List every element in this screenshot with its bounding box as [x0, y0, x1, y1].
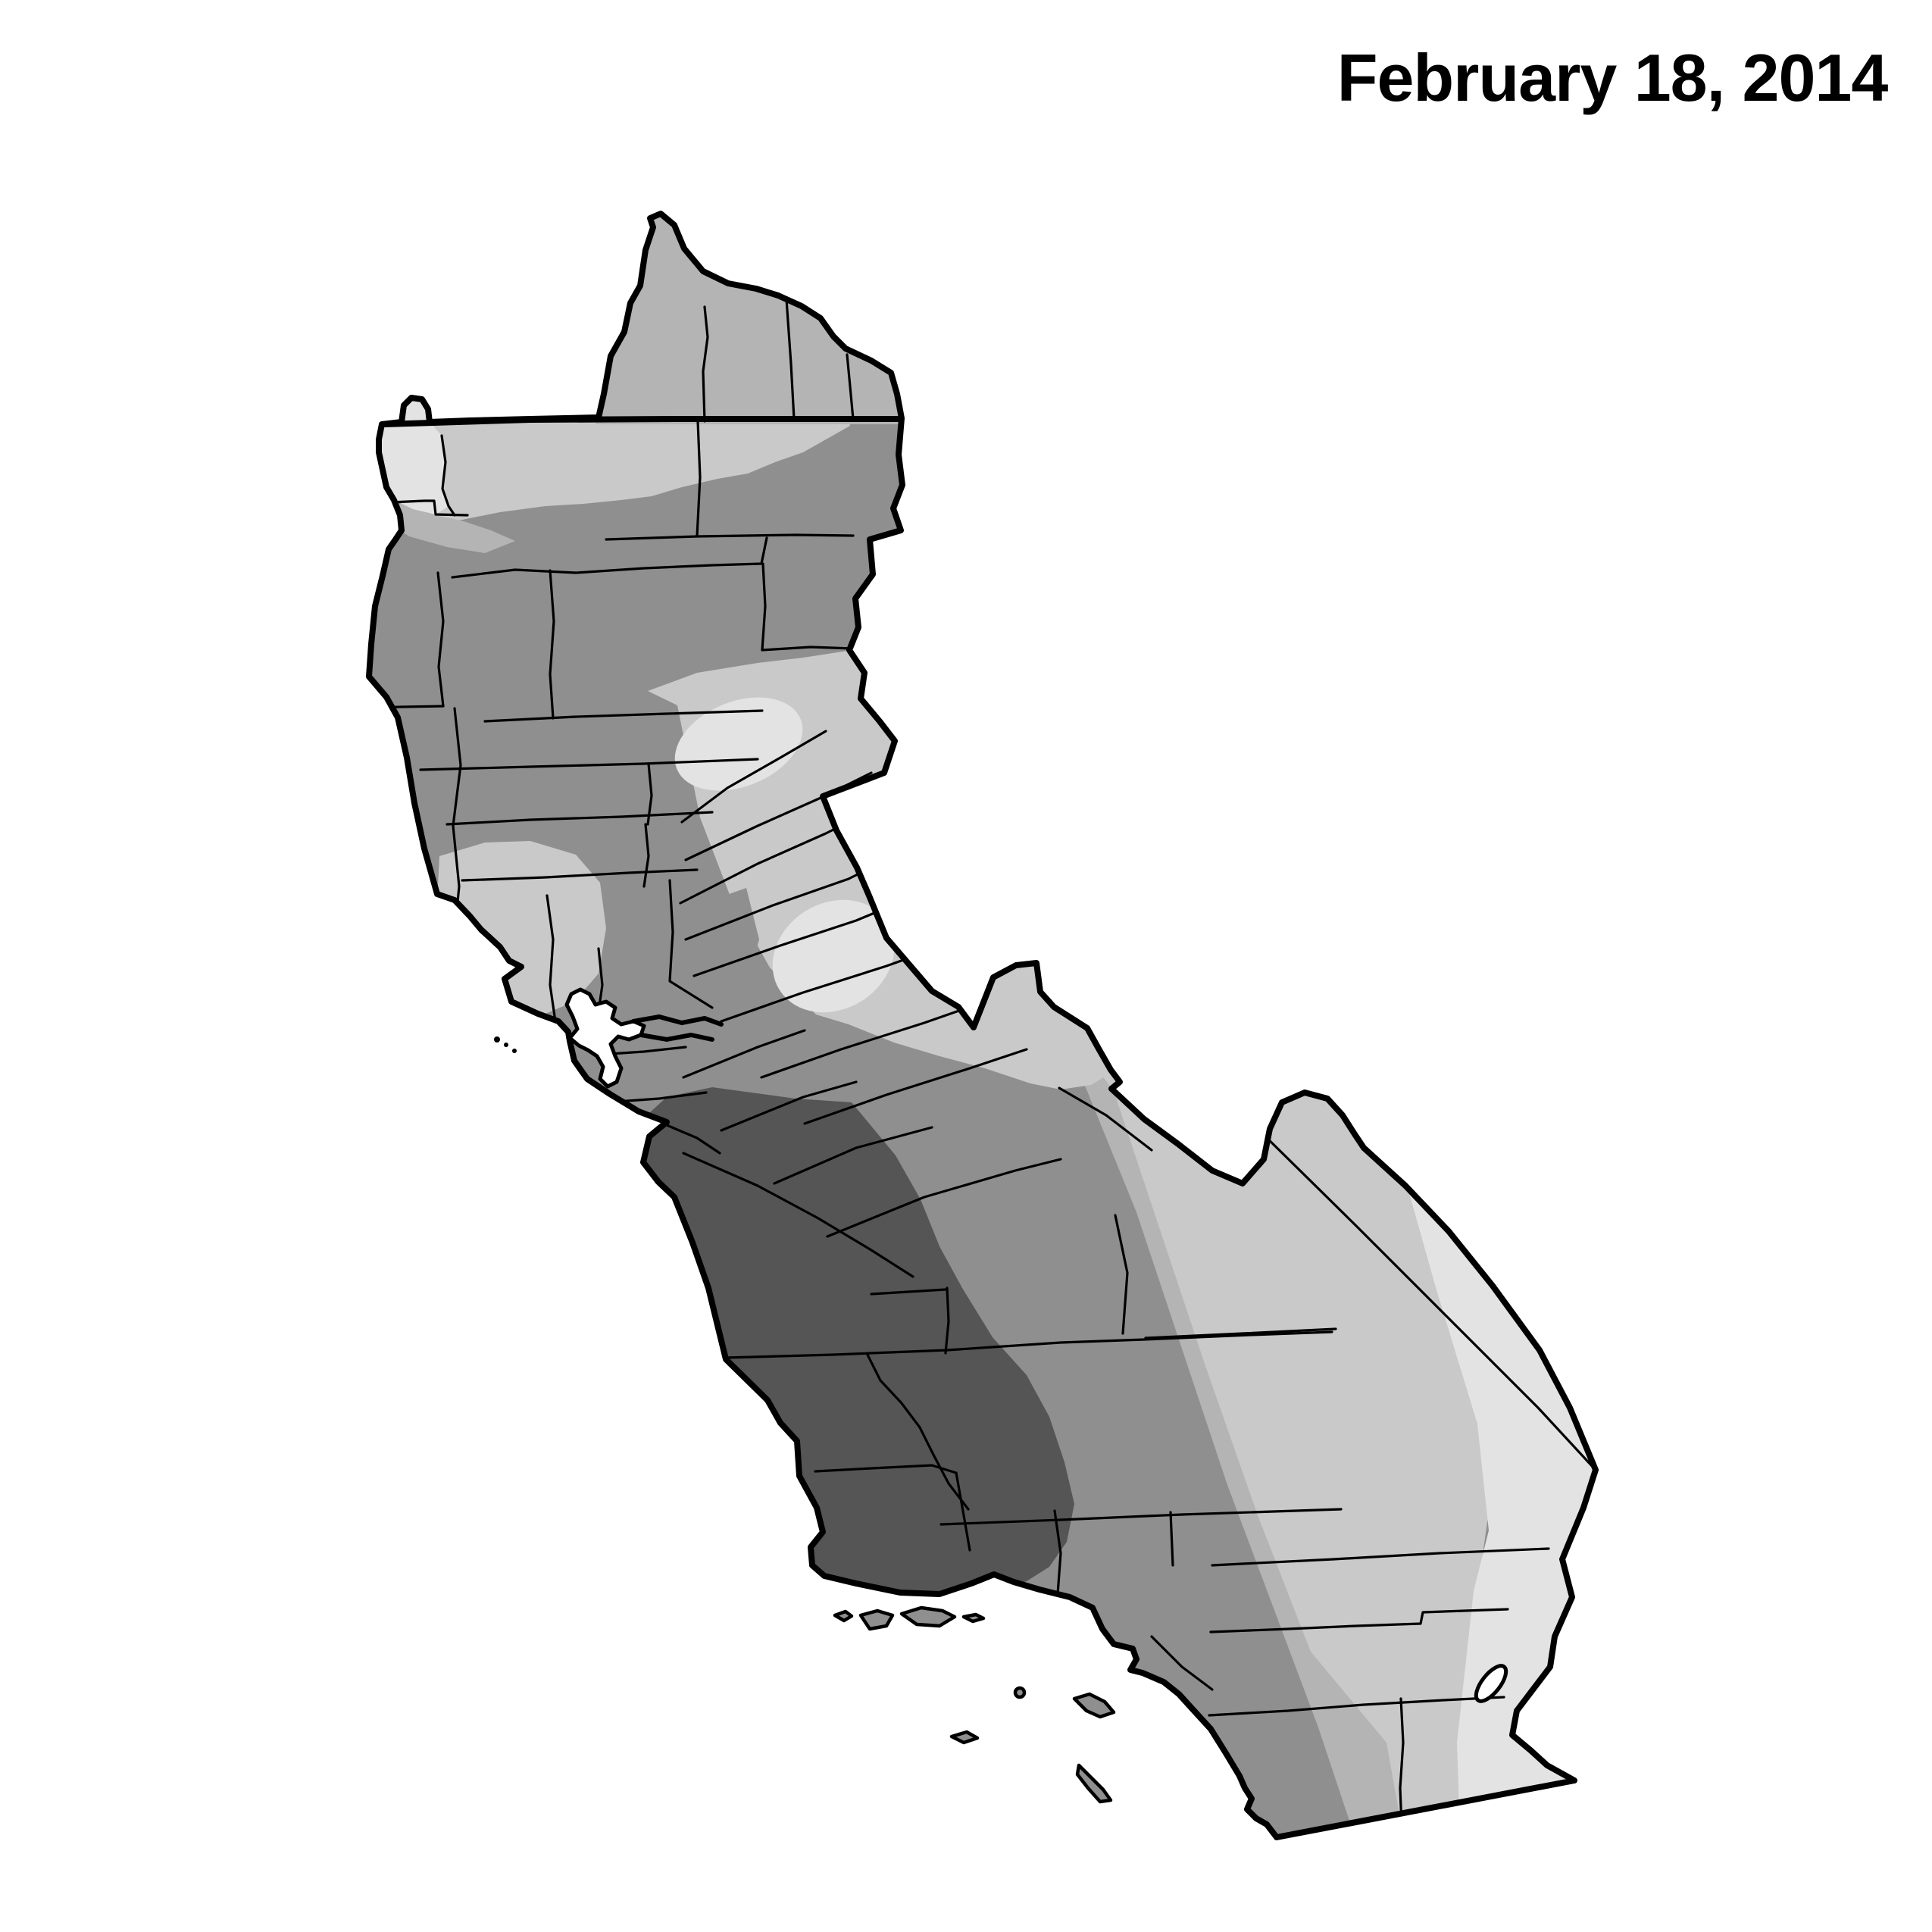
island-san-nicolas [949, 1730, 980, 1745]
delta-channel-north [631, 1014, 724, 1027]
shade-core-sierra-north-lightest [674, 697, 803, 791]
island-anacapa [961, 1612, 986, 1624]
channel-islands [833, 1605, 1116, 1804]
island-san-miguel [833, 1609, 854, 1623]
farallon-islands [494, 1036, 517, 1053]
shade-band-north-light [369, 415, 850, 524]
shade-core-sierra-south-lightest [772, 899, 895, 1013]
island-santa-cruz [899, 1605, 957, 1628]
island-santa-rosa [858, 1608, 895, 1631]
shade-band-southeast-light [1091, 1052, 1493, 1837]
island-santa-barbara [1013, 1686, 1027, 1699]
shade-blob-delnorte-lightest [379, 398, 449, 514]
san-francisco-bay [564, 987, 646, 1089]
map-date-title: February 18, 2014 [1337, 40, 1889, 115]
island-santa-catalina [1072, 1692, 1116, 1719]
salton-sea [1474, 1664, 1508, 1703]
island-san-clemente [1075, 1763, 1113, 1804]
county-boundaries [369, 298, 1596, 1827]
delta-channel-south [639, 1032, 714, 1043]
shade-arc-northwest-medium-light [380, 502, 515, 553]
shade-wedge-klamath-medium-light [596, 214, 903, 424]
shade-tongue-eldorado-medium-dark [714, 888, 759, 982]
